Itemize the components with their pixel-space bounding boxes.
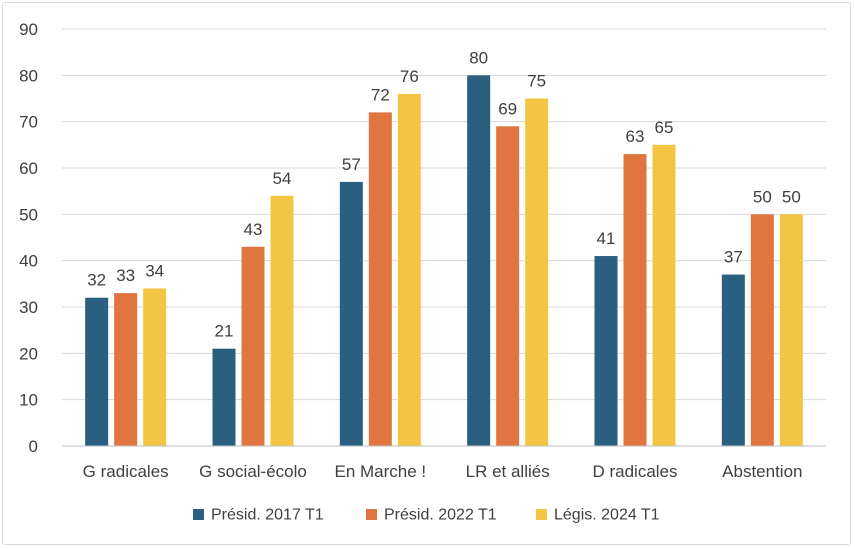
bar <box>212 348 236 446</box>
bar <box>496 126 520 447</box>
legend-swatch <box>536 509 547 520</box>
data-label: 75 <box>527 72 546 91</box>
data-label: 65 <box>655 118 674 137</box>
data-label: 76 <box>400 67 419 86</box>
data-label: 50 <box>782 187 801 206</box>
bars <box>85 75 803 447</box>
bar <box>114 293 138 446</box>
bar <box>270 195 294 446</box>
legend-label: Légis. 2024 T1 <box>554 507 660 524</box>
data-label: 63 <box>626 127 645 146</box>
data-label: 21 <box>215 322 234 341</box>
gridlines <box>62 28 826 401</box>
bar <box>397 93 421 446</box>
x-tick-label: LR et alliés <box>466 462 550 481</box>
data-label: 69 <box>498 99 517 118</box>
data-label: 57 <box>342 155 361 174</box>
data-label: 43 <box>244 220 263 239</box>
y-tick-label: 20 <box>19 344 38 363</box>
bar <box>339 181 363 446</box>
y-tick-label: 90 <box>19 20 38 39</box>
data-label: 54 <box>273 169 292 188</box>
bar <box>525 98 549 446</box>
bar <box>85 297 109 446</box>
bar <box>721 274 745 446</box>
y-tick-label: 50 <box>19 205 38 224</box>
y-tick-label: 10 <box>19 391 38 410</box>
bar <box>467 75 491 446</box>
x-tick-label: D radicales <box>592 462 677 481</box>
y-tick-label: 40 <box>19 252 38 271</box>
bar <box>652 144 676 447</box>
bar <box>779 214 803 446</box>
data-labels: 32 33 34 21 43 54 57 72 76 80 69 75 41 63 65 37 50 50 <box>87 48 801 340</box>
data-label: 32 <box>87 271 106 290</box>
legend-label: Présid. 2022 T1 <box>384 507 497 524</box>
data-label: 41 <box>597 229 616 248</box>
x-tick-label: G radicales <box>83 462 169 481</box>
legend-label: Présid. 2017 T1 <box>211 507 324 524</box>
y-tick-label: 70 <box>19 113 38 132</box>
x-tick-label: G social-écolo <box>199 462 307 481</box>
data-label: 80 <box>469 48 488 67</box>
legend-swatch <box>366 509 377 520</box>
y-tick-label: 80 <box>19 66 38 85</box>
bar <box>241 246 265 446</box>
bar <box>368 112 392 447</box>
bar <box>750 214 774 446</box>
y-axis: 0 10 20 30 40 50 60 70 80 90 <box>19 20 38 456</box>
data-label: 72 <box>371 85 390 104</box>
bar <box>594 256 618 446</box>
legend-swatch <box>193 509 204 520</box>
y-tick-label: 0 <box>29 437 38 456</box>
data-label: 50 <box>753 187 772 206</box>
y-tick-label: 30 <box>19 298 38 317</box>
bar <box>143 288 167 446</box>
data-label: 37 <box>724 248 743 267</box>
data-label: 33 <box>116 266 135 285</box>
y-tick-label: 60 <box>19 159 38 178</box>
bar <box>623 154 647 446</box>
x-axis: G radicales G social-écolo En Marche ! LR e… <box>62 445 826 481</box>
data-label: 34 <box>145 261 164 280</box>
legend: Présid. 2017 T1 Présid. 2022 T1 Légis. 202… <box>193 507 660 524</box>
x-tick-label: En Marche ! <box>335 462 427 481</box>
x-tick-label: Abstention <box>722 462 802 481</box>
